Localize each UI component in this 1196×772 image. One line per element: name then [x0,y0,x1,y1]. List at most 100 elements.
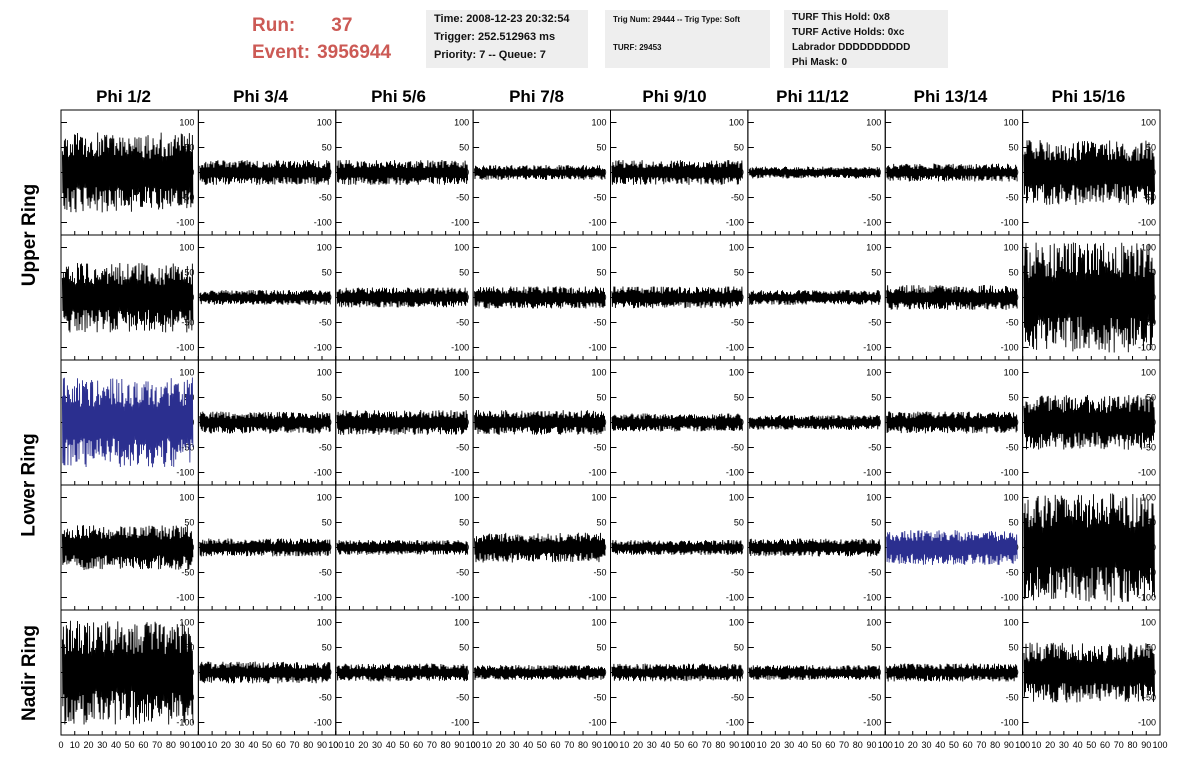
x-tick-label: 100 [603,740,618,750]
event-number: 3956944 [317,42,392,63]
y-tick-label: -100 [863,468,881,478]
y-tick-label: 50 [322,518,332,528]
y-tick-label: 100 [729,243,744,253]
y-tick-label: 100 [866,118,881,128]
y-tick-label: 50 [1146,643,1156,653]
y-tick-label: 100 [591,618,606,628]
waveform-trace [1023,242,1155,353]
x-tick-label: 20 [83,740,93,750]
x-tick-label: 100 [740,740,755,750]
x-tick-label: 90 [592,740,602,750]
y-tick-label: 100 [317,118,332,128]
y-tick-label: -100 [726,218,744,228]
column-header-phi-5-6: Phi 5/6 [371,87,426,106]
y-tick-label: 100 [1004,618,1019,628]
x-tick-label: 40 [798,740,808,750]
phi-mask-text: Phi Mask: 0 [792,57,848,68]
y-tick-label: -50 [1143,193,1156,203]
y-tick-label: -50 [868,693,881,703]
y-tick-label: -100 [1138,718,1156,728]
y-tick-label: 100 [454,243,469,253]
waveform-trace [199,661,331,684]
x-tick-label: 60 [276,740,286,750]
waveform-trace [474,532,606,563]
y-tick-label: -100 [314,593,332,603]
y-tick-label: -100 [451,218,469,228]
y-tick-label: -100 [588,718,606,728]
x-tick-label: 60 [551,740,561,750]
y-tick-label: -100 [176,718,194,728]
waveform-trace [748,414,881,431]
x-tick-label: 30 [1059,740,1069,750]
x-tick-label: 90 [180,740,190,750]
y-tick-label: 100 [591,493,606,503]
waveform-trace [611,663,743,682]
time-info-box: Time: 2008-12-23 20:32:54 Trigger: 252.5… [426,10,588,68]
x-tick-label: 40 [935,740,945,750]
column-header-phi-1-2: Phi 1/2 [96,87,151,106]
x-tick-label: 20 [221,740,231,750]
y-tick-label: -100 [1138,343,1156,353]
waveform-trace [886,411,1018,434]
x-tick-label: 60 [963,740,973,750]
x-tick-label: 50 [399,740,409,750]
x-tick-label: 60 [688,740,698,750]
x-tick-label: 40 [386,740,396,750]
y-tick-label: -50 [181,568,194,578]
priority-text: Priority: 7 -- Queue: 7 [434,49,546,61]
y-tick-label: -100 [314,468,332,478]
x-tick-label: 100 [1152,740,1167,750]
y-tick-label: -50 [593,693,606,703]
y-tick-label: -50 [868,193,881,203]
y-tick-label: -50 [731,318,744,328]
waveform-trace [336,287,469,308]
y-tick-label: 100 [866,493,881,503]
y-tick-label: 50 [871,643,881,653]
y-tick-label: -50 [181,318,194,328]
y-tick-label: 50 [1009,268,1019,278]
y-tick-label: 100 [1004,368,1019,378]
waveform-trace [611,286,743,309]
x-tick-label: 10 [894,740,904,750]
x-tick-label: 70 [564,740,574,750]
x-tick-label: 30 [647,740,657,750]
y-tick-label: 100 [591,243,606,253]
y-tick-label: -50 [731,443,744,453]
y-tick-label: -50 [456,443,469,453]
x-tick-label: 30 [372,740,382,750]
x-tick-label: 50 [812,740,822,750]
y-tick-label: -50 [1006,568,1019,578]
waveform-trace [748,166,881,179]
y-tick-label: -100 [1001,718,1019,728]
trig-info-box: Trig Num: 29444 -- Trig Type: Soft TURF:… [605,10,770,68]
y-tick-label: 50 [1009,393,1019,403]
waveform-trace [336,663,469,682]
x-tick-label: 70 [427,740,437,750]
y-tick-label: -100 [176,218,194,228]
y-tick-label: 100 [179,118,194,128]
turf-text: TURF: 29453 [613,43,662,52]
x-tick-label: 20 [1045,740,1055,750]
waveform-trace [61,525,194,571]
y-tick-label: -100 [451,343,469,353]
y-tick-label: 50 [459,393,469,403]
y-tick-label: -50 [319,318,332,328]
y-tick-label: 100 [179,243,194,253]
y-tick-label: -50 [1006,318,1019,328]
x-tick-label: 10 [757,740,767,750]
y-tick-label: -50 [319,443,332,453]
y-tick-label: -100 [314,343,332,353]
y-tick-label: -100 [588,593,606,603]
x-tick-label: 90 [729,740,739,750]
x-tick-label: 10 [619,740,629,750]
y-tick-label: -50 [319,693,332,703]
x-tick-label: 40 [111,740,121,750]
column-header-phi-11-12: Phi 11/12 [776,87,849,106]
y-tick-label: -50 [731,693,744,703]
waveform-trace [1023,395,1155,450]
x-tick-label: 0 [471,740,476,750]
waveform-trace [886,163,1018,182]
y-tick-label: -100 [1001,468,1019,478]
y-tick-label: 100 [1004,493,1019,503]
y-tick-label: 50 [459,268,469,278]
